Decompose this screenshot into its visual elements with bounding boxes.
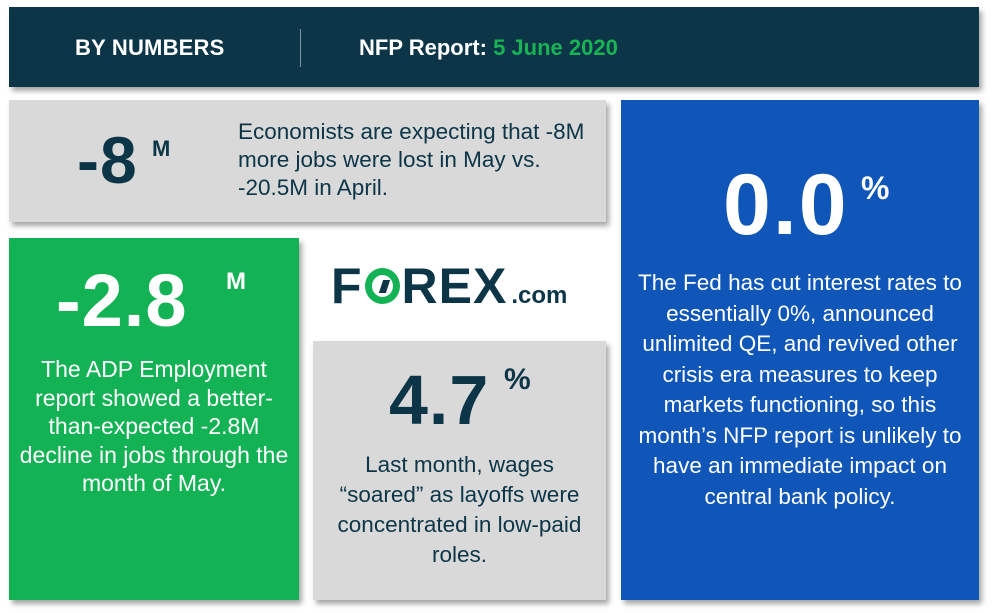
stat-value: 4.7 [389, 361, 490, 439]
logo-text-f: F [331, 258, 363, 314]
report-label: NFP Report: [359, 35, 487, 60]
stat-description: The ADP Employment report showed a bette… [19, 356, 289, 496]
stat-description: Economists are expecting that -8M more j… [238, 119, 585, 200]
stat-value: 0.0 [723, 157, 849, 253]
stat-unit: M [152, 136, 171, 161]
stat-card-wages: 4.7 % Last month, wages “soared” as layo… [313, 341, 606, 600]
stat-value: -8 [77, 123, 138, 197]
report-title: NFP Report: 5 June 2020 [359, 35, 618, 61]
stat-card-jobs-expected: -8 M Economists are expecting that -8M m… [9, 100, 606, 222]
logo-o-icon [364, 268, 400, 304]
stat-unit: % [504, 363, 531, 396]
section-label: BY NUMBERS [75, 35, 225, 60]
header-banner: BY NUMBERS NFP Report: 5 June 2020 [9, 7, 979, 87]
forex-logo: F REX .com [331, 261, 601, 311]
stat-description: Last month, wages “soared” as layoffs we… [337, 452, 582, 567]
logo-text-rex: REX [401, 258, 508, 314]
stat-description: The Fed has cut interest rates to essent… [638, 270, 962, 509]
stat-card-fed-rate: 0.0 % The Fed has cut interest rates to … [621, 100, 979, 600]
stat-value: -2.8 [56, 259, 188, 342]
report-date: 5 June 2020 [493, 35, 618, 60]
stat-card-adp: -2.8 M The ADP Employment report showed … [9, 238, 299, 600]
logo-suffix: .com [511, 282, 568, 309]
stat-unit: M [226, 268, 246, 295]
stat-unit: % [861, 170, 890, 206]
header-divider [300, 29, 301, 67]
